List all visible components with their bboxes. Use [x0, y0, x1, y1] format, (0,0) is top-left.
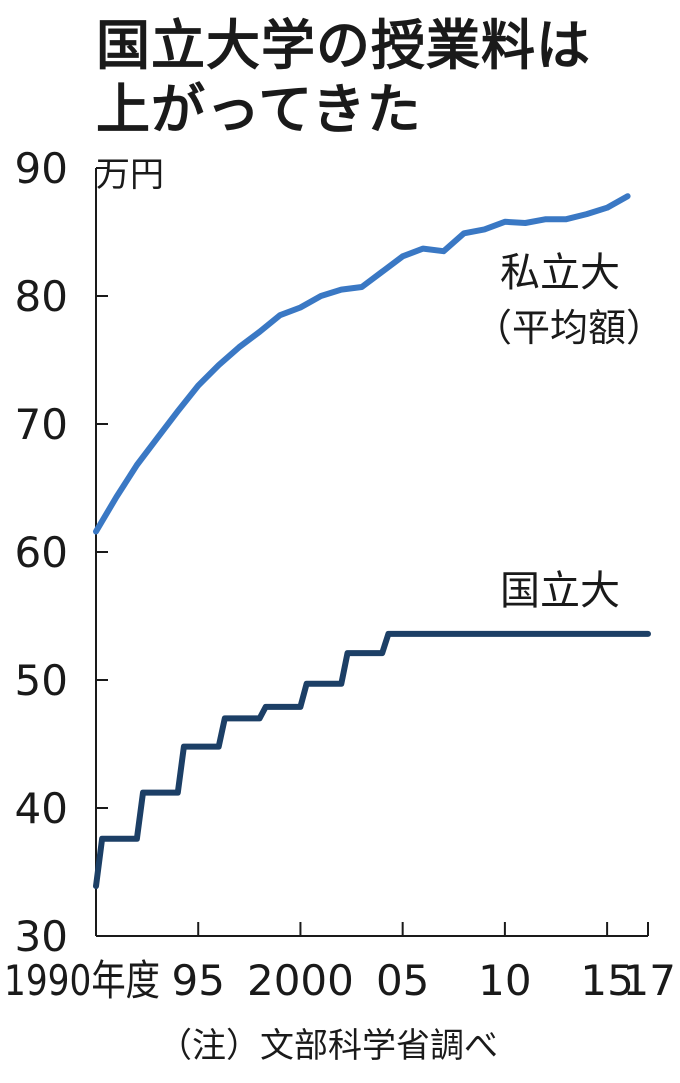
series-label-national: 国立大 [500, 568, 620, 614]
y-tick-label: 90 [15, 144, 68, 193]
series-lines [93, 193, 651, 890]
x-tick-label: 15 [580, 956, 633, 1005]
series-label-private: 私立大 [500, 250, 620, 296]
chart-title: 国立大学の授業料は 上がってきた [96, 14, 591, 142]
series-labels: 私立大 （平均額） 国立大 [474, 250, 664, 614]
y-tick-label: 60 [15, 528, 68, 577]
x-tick-label: 17 [623, 956, 676, 1005]
y-tick-label: 80 [15, 272, 68, 321]
chart-title-line-2: 上がってきた [96, 78, 422, 141]
x-tick-label: 95 [171, 956, 224, 1005]
series-label-private-sub: （平均額） [474, 306, 664, 350]
y-tick-label: 40 [15, 784, 68, 833]
y-tick-label: 50 [15, 656, 68, 705]
source-note: （注）文部科学省調べ [158, 1026, 498, 1066]
x-tick-label: 05 [376, 956, 429, 1005]
x-tick-label: 10 [478, 956, 531, 1005]
chart-axes [95, 167, 649, 937]
chart-title-line-1: 国立大学の授業料は [96, 14, 591, 77]
y-tick-label: 70 [15, 400, 68, 449]
y-tick-labels: 30 40 50 60 70 80 90 [15, 144, 68, 961]
x-tick-label: 2000 [247, 956, 354, 1005]
series-line-private [93, 193, 631, 535]
y-tick-label: 30 [15, 912, 68, 961]
x-tick-label: 1990年度 [4, 956, 160, 1005]
y-unit-label: 万円 [96, 155, 164, 195]
series-line-national [93, 630, 651, 890]
